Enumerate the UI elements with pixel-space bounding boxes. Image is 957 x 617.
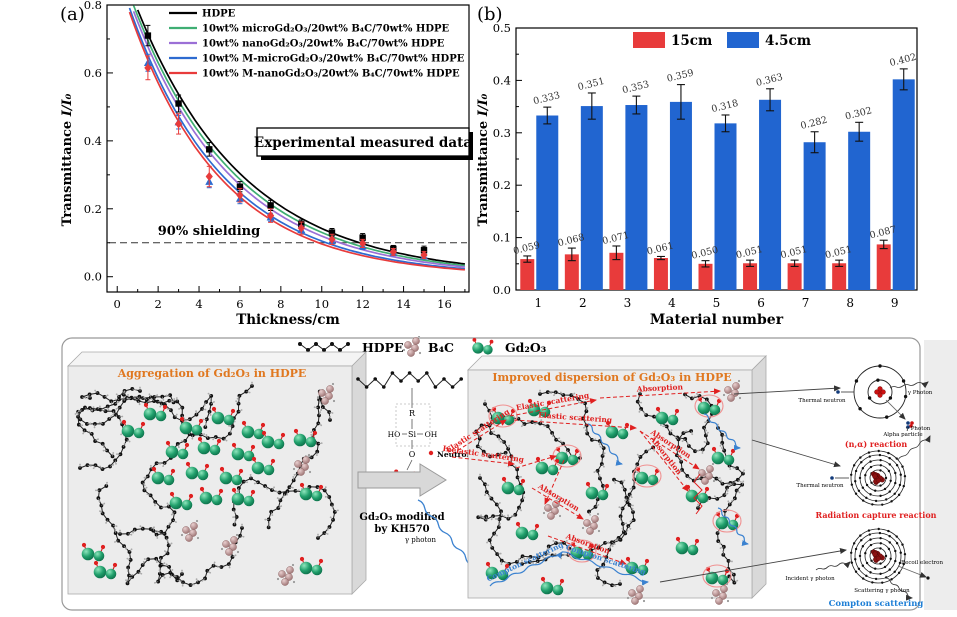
x-tick-label: 0: [114, 297, 121, 311]
bar-15cm: [832, 263, 846, 290]
n-alpha-caption: (n,α) reaction: [845, 439, 908, 449]
legend-label: 10wt% microGd₂O₃/20wt% B₄C/70wt% HDPE: [202, 24, 450, 35]
x-tick-label: 7: [802, 296, 810, 310]
mechanism-diagram-svg: HDPE B₄C Gd₂O₃ Aggregation of Gd₂O₃ in HDPE…: [0, 336, 957, 613]
kh570-ho: HO: [388, 430, 401, 439]
legend-label: 10wt% M-microGd₂O₃/20wt% B₄C/70wt% HDPE: [202, 54, 465, 65]
x-tick-label: 8: [846, 296, 854, 310]
legend-label: 15cm: [671, 33, 712, 49]
mechanism-diagram: HDPE B₄C Gd₂O₃ Aggregation of Gd₂O₃ in HDPE…: [0, 336, 957, 617]
legend-label-b4c: B₄C: [428, 340, 454, 355]
x-tick-label: 2: [579, 296, 587, 310]
x-tick-label: 3: [624, 296, 632, 310]
x-tick-label: 4: [668, 296, 676, 310]
y-tick-label: 0.4: [493, 73, 511, 87]
legend-label: 10wt% nanoGd₂O₃/20wt% B₄C/70wt% HDPE: [202, 39, 445, 50]
y-tick-label: 0.8: [84, 0, 102, 12]
x-axis-title: Thickness/cm: [236, 312, 340, 328]
y-tick-label: 0.5: [493, 21, 511, 35]
x-tick-label: 9: [891, 296, 899, 310]
x-tick-label: 4: [195, 297, 202, 311]
thermal-neutron-label: Thermal neutron: [798, 398, 846, 404]
neutron-dot: [429, 451, 433, 455]
kh570-oh: OH: [425, 430, 438, 439]
x-tick-label: 8: [277, 297, 284, 311]
compton-caption: Compton scattering: [829, 599, 924, 609]
bar-4p5cm: [804, 142, 826, 290]
kh570-si: Si: [408, 430, 416, 439]
x-tick-label: 6: [757, 296, 765, 310]
bar-15cm: [699, 264, 713, 290]
thermal-neutron-label: Thermal neutron: [796, 483, 844, 489]
gamma-photon-label: γ Photon: [908, 390, 933, 396]
y-tick-label: 0.0: [84, 270, 102, 284]
annotation-text: Experimental measured data: [254, 135, 472, 151]
gamma-photon-label: γ Photon: [906, 426, 931, 432]
page-margin-strip: [924, 340, 957, 610]
y-tick-label: 0.6: [84, 66, 102, 80]
radiation-capture-caption: Radiation capture reaction: [816, 510, 937, 520]
legend-label: 10wt% M-nanoGd₂O₃/20wt% B₄C/70wt% HDPE: [202, 69, 460, 80]
x-tick-label: 16: [437, 297, 452, 311]
bar-chart-svg: 0.0 0.1 0.2 0.3 0.4 0.5 1 2 3 4 5 6 7 8 9 Material numb…: [475, 0, 921, 332]
y-axis-title: Transmittance I/I₀: [60, 93, 75, 226]
bar-15cm: [520, 259, 534, 290]
bar-4p5cm: [759, 100, 781, 290]
y-tick-label: 0.2: [493, 178, 511, 192]
kh570-o: O: [409, 450, 416, 459]
gamma-transmittance-line-chart: 90% shielding 0 2 4 6 8 10 12 14 16 0.0 0.2 0.4 0.6 0.…: [57, 0, 475, 336]
x-tick-label: 14: [396, 297, 411, 311]
legend-label-gd2o3: Gd₂O₃: [505, 340, 546, 355]
dispersion-title: Improved dispersion of Gd₂O₃ in HDPE: [492, 371, 731, 384]
legend-swatch-15cm: [633, 32, 665, 48]
y-tick-label: 0.1: [493, 231, 511, 245]
y-tick-label: 0.4: [84, 134, 102, 148]
kh570-r: R: [409, 409, 416, 418]
y-tick-label: 0.2: [84, 202, 102, 216]
modified-label-2: by KH570: [374, 524, 429, 535]
legend-label: HDPE: [202, 9, 236, 20]
legend-label: 4.5cm: [765, 33, 811, 49]
bar-4p5cm: [715, 123, 737, 290]
aggregation-title: Aggregation of Gd₂O₃ in HDPE: [117, 367, 307, 380]
gamma-photon-label: γ photon: [405, 536, 437, 544]
bar-4p5cm: [670, 102, 692, 290]
bar-15cm: [743, 263, 757, 290]
bar-15cm: [654, 258, 668, 290]
x-tick-label: 1: [534, 296, 542, 310]
annotation-box: Experimental measured data: [254, 128, 473, 160]
aggregation-panel: Aggregation of Gd₂O₃ in HDPE: [68, 352, 366, 594]
incident-gamma-label: Incident γ photon: [785, 576, 835, 582]
recoil-electron-label: Recoil electron: [901, 560, 944, 566]
bar-4p5cm: [893, 79, 915, 290]
bar-15cm: [788, 263, 802, 290]
y-axis-title: Transmittance I/I₀: [476, 93, 491, 226]
scattering-gamma-label: Scattering γ photon: [854, 588, 910, 594]
bar-4p5cm: [848, 132, 870, 290]
shielding-label: 90% shielding: [158, 224, 260, 239]
transmittance-bar-chart: 0.0 0.1 0.2 0.3 0.4 0.5 1 2 3 4 5 6 7 8 9 Material numb…: [475, 0, 921, 336]
x-tick-label: 5: [713, 296, 721, 310]
y-tick-label: 0.0: [493, 283, 511, 297]
bar-4p5cm: [536, 116, 558, 290]
x-tick-label: 10: [314, 297, 329, 311]
line-chart-svg: 90% shielding 0 2 4 6 8 10 12 14 16 0.0 0.2 0.4 0.6 0.…: [57, 0, 475, 332]
x-tick-label: 6: [236, 297, 243, 311]
bar-4p5cm: [625, 105, 647, 290]
legend-label-hdpe: HDPE: [362, 340, 404, 355]
bar-15cm: [877, 244, 891, 290]
x-axis-title: Material number: [650, 312, 784, 328]
y-tick-label: 0.3: [493, 126, 511, 140]
legend-swatch-4p5cm: [727, 32, 759, 48]
x-tick-label: 12: [355, 297, 370, 311]
x-tick-label: 2: [154, 297, 161, 311]
alpha-particle-label: Alpha particle: [882, 432, 922, 438]
modified-label-1: Gd₂O₃ modified: [359, 512, 444, 523]
bar-4p5cm: [581, 106, 603, 290]
